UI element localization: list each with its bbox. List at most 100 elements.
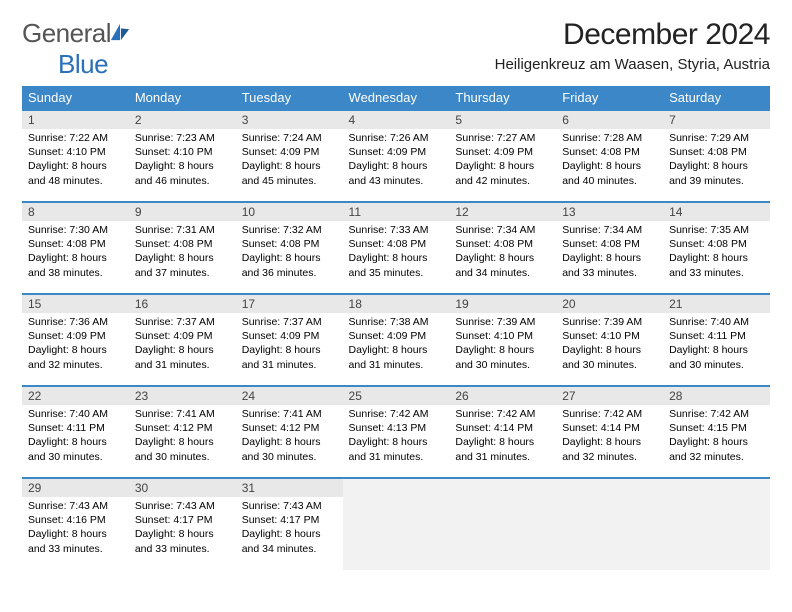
day-number: 16 (129, 295, 236, 313)
calendar-day-cell: 19Sunrise: 7:39 AMSunset: 4:10 PMDayligh… (449, 294, 556, 386)
day-details: Sunrise: 7:37 AMSunset: 4:09 PMDaylight:… (236, 313, 343, 376)
calendar-empty-cell (663, 478, 770, 570)
day-number: 5 (449, 111, 556, 129)
calendar-day-cell: 11Sunrise: 7:33 AMSunset: 4:08 PMDayligh… (343, 202, 450, 294)
calendar-week-row: 15Sunrise: 7:36 AMSunset: 4:09 PMDayligh… (22, 294, 770, 386)
calendar-empty-cell (343, 478, 450, 570)
logo: General Blue (22, 18, 131, 80)
day-details: Sunrise: 7:31 AMSunset: 4:08 PMDaylight:… (129, 221, 236, 284)
day-details: Sunrise: 7:42 AMSunset: 4:14 PMDaylight:… (449, 405, 556, 468)
calendar-day-cell: 1Sunrise: 7:22 AMSunset: 4:10 PMDaylight… (22, 110, 129, 202)
calendar-empty-cell (556, 478, 663, 570)
day-details: Sunrise: 7:24 AMSunset: 4:09 PMDaylight:… (236, 129, 343, 192)
calendar-week-row: 8Sunrise: 7:30 AMSunset: 4:08 PMDaylight… (22, 202, 770, 294)
calendar-day-cell: 16Sunrise: 7:37 AMSunset: 4:09 PMDayligh… (129, 294, 236, 386)
day-number: 17 (236, 295, 343, 313)
day-number: 23 (129, 387, 236, 405)
calendar-day-cell: 24Sunrise: 7:41 AMSunset: 4:12 PMDayligh… (236, 386, 343, 478)
day-details: Sunrise: 7:22 AMSunset: 4:10 PMDaylight:… (22, 129, 129, 192)
calendar-day-cell: 17Sunrise: 7:37 AMSunset: 4:09 PMDayligh… (236, 294, 343, 386)
day-header: Wednesday (343, 86, 450, 110)
day-details: Sunrise: 7:43 AMSunset: 4:17 PMDaylight:… (236, 497, 343, 560)
title-block: December 2024 Heiligenkreuz am Waasen, S… (495, 18, 770, 73)
day-number: 31 (236, 479, 343, 497)
day-details: Sunrise: 7:41 AMSunset: 4:12 PMDaylight:… (236, 405, 343, 468)
calendar-day-cell: 3Sunrise: 7:24 AMSunset: 4:09 PMDaylight… (236, 110, 343, 202)
calendar-week-row: 22Sunrise: 7:40 AMSunset: 4:11 PMDayligh… (22, 386, 770, 478)
day-header: Monday (129, 86, 236, 110)
calendar-day-cell: 5Sunrise: 7:27 AMSunset: 4:09 PMDaylight… (449, 110, 556, 202)
calendar-table: SundayMondayTuesdayWednesdayThursdayFrid… (22, 86, 770, 570)
day-number: 10 (236, 203, 343, 221)
day-number: 22 (22, 387, 129, 405)
day-details: Sunrise: 7:39 AMSunset: 4:10 PMDaylight:… (449, 313, 556, 376)
calendar-day-cell: 31Sunrise: 7:43 AMSunset: 4:17 PMDayligh… (236, 478, 343, 570)
day-details: Sunrise: 7:36 AMSunset: 4:09 PMDaylight:… (22, 313, 129, 376)
day-details: Sunrise: 7:33 AMSunset: 4:08 PMDaylight:… (343, 221, 450, 284)
day-number: 19 (449, 295, 556, 313)
calendar-day-cell: 2Sunrise: 7:23 AMSunset: 4:10 PMDaylight… (129, 110, 236, 202)
day-number: 4 (343, 111, 450, 129)
day-details: Sunrise: 7:34 AMSunset: 4:08 PMDaylight:… (556, 221, 663, 284)
day-details: Sunrise: 7:40 AMSunset: 4:11 PMDaylight:… (22, 405, 129, 468)
day-number: 13 (556, 203, 663, 221)
calendar-week-row: 29Sunrise: 7:43 AMSunset: 4:16 PMDayligh… (22, 478, 770, 570)
day-details: Sunrise: 7:27 AMSunset: 4:09 PMDaylight:… (449, 129, 556, 192)
day-number: 20 (556, 295, 663, 313)
day-details: Sunrise: 7:38 AMSunset: 4:09 PMDaylight:… (343, 313, 450, 376)
logo-text-blue: Blue (22, 49, 108, 79)
calendar-empty-cell (449, 478, 556, 570)
day-number: 26 (449, 387, 556, 405)
logo-text-general: General (22, 18, 111, 48)
calendar-day-cell: 10Sunrise: 7:32 AMSunset: 4:08 PMDayligh… (236, 202, 343, 294)
calendar-day-cell: 26Sunrise: 7:42 AMSunset: 4:14 PMDayligh… (449, 386, 556, 478)
calendar-week-row: 1Sunrise: 7:22 AMSunset: 4:10 PMDaylight… (22, 110, 770, 202)
day-details: Sunrise: 7:32 AMSunset: 4:08 PMDaylight:… (236, 221, 343, 284)
day-number: 24 (236, 387, 343, 405)
day-number: 9 (129, 203, 236, 221)
day-details: Sunrise: 7:42 AMSunset: 4:13 PMDaylight:… (343, 405, 450, 468)
day-header-row: SundayMondayTuesdayWednesdayThursdayFrid… (22, 86, 770, 110)
day-details: Sunrise: 7:37 AMSunset: 4:09 PMDaylight:… (129, 313, 236, 376)
day-details: Sunrise: 7:29 AMSunset: 4:08 PMDaylight:… (663, 129, 770, 192)
month-title: December 2024 (495, 18, 770, 52)
day-number: 8 (22, 203, 129, 221)
day-number: 30 (129, 479, 236, 497)
day-header: Tuesday (236, 86, 343, 110)
day-details: Sunrise: 7:41 AMSunset: 4:12 PMDaylight:… (129, 405, 236, 468)
day-number: 14 (663, 203, 770, 221)
calendar-day-cell: 18Sunrise: 7:38 AMSunset: 4:09 PMDayligh… (343, 294, 450, 386)
day-details: Sunrise: 7:43 AMSunset: 4:17 PMDaylight:… (129, 497, 236, 560)
calendar-day-cell: 30Sunrise: 7:43 AMSunset: 4:17 PMDayligh… (129, 478, 236, 570)
day-details: Sunrise: 7:35 AMSunset: 4:08 PMDaylight:… (663, 221, 770, 284)
day-number: 29 (22, 479, 129, 497)
calendar-day-cell: 29Sunrise: 7:43 AMSunset: 4:16 PMDayligh… (22, 478, 129, 570)
calendar-day-cell: 6Sunrise: 7:28 AMSunset: 4:08 PMDaylight… (556, 110, 663, 202)
day-number: 3 (236, 111, 343, 129)
day-details: Sunrise: 7:42 AMSunset: 4:14 PMDaylight:… (556, 405, 663, 468)
calendar-day-cell: 14Sunrise: 7:35 AMSunset: 4:08 PMDayligh… (663, 202, 770, 294)
day-header: Saturday (663, 86, 770, 110)
day-details: Sunrise: 7:39 AMSunset: 4:10 PMDaylight:… (556, 313, 663, 376)
day-details: Sunrise: 7:30 AMSunset: 4:08 PMDaylight:… (22, 221, 129, 284)
day-number: 12 (449, 203, 556, 221)
calendar-day-cell: 20Sunrise: 7:39 AMSunset: 4:10 PMDayligh… (556, 294, 663, 386)
day-details: Sunrise: 7:42 AMSunset: 4:15 PMDaylight:… (663, 405, 770, 468)
location: Heiligenkreuz am Waasen, Styria, Austria (495, 56, 770, 73)
day-details: Sunrise: 7:43 AMSunset: 4:16 PMDaylight:… (22, 497, 129, 560)
day-number: 18 (343, 295, 450, 313)
day-number: 7 (663, 111, 770, 129)
day-number: 27 (556, 387, 663, 405)
header: General Blue December 2024 Heiligenkreuz… (22, 18, 770, 80)
logo-sail-icon (109, 22, 131, 42)
calendar-day-cell: 9Sunrise: 7:31 AMSunset: 4:08 PMDaylight… (129, 202, 236, 294)
calendar-day-cell: 23Sunrise: 7:41 AMSunset: 4:12 PMDayligh… (129, 386, 236, 478)
day-header: Friday (556, 86, 663, 110)
day-number: 1 (22, 111, 129, 129)
calendar-day-cell: 28Sunrise: 7:42 AMSunset: 4:15 PMDayligh… (663, 386, 770, 478)
day-details: Sunrise: 7:34 AMSunset: 4:08 PMDaylight:… (449, 221, 556, 284)
day-number: 28 (663, 387, 770, 405)
calendar-day-cell: 21Sunrise: 7:40 AMSunset: 4:11 PMDayligh… (663, 294, 770, 386)
calendar-day-cell: 15Sunrise: 7:36 AMSunset: 4:09 PMDayligh… (22, 294, 129, 386)
calendar-day-cell: 13Sunrise: 7:34 AMSunset: 4:08 PMDayligh… (556, 202, 663, 294)
